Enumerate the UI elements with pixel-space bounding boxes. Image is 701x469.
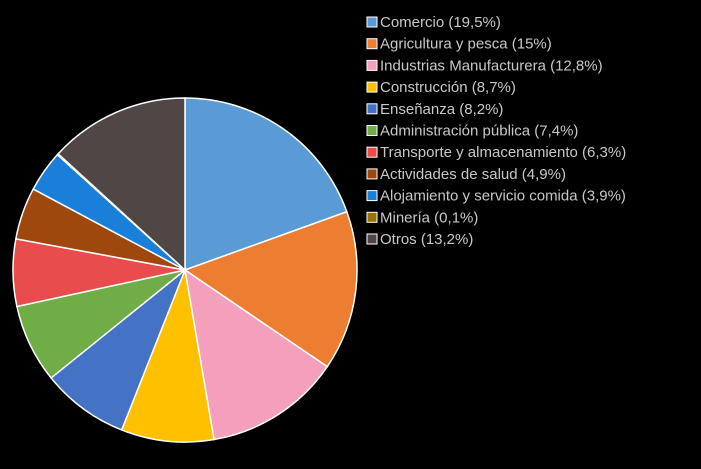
legend-swatch <box>366 168 378 180</box>
pie-slice <box>184 97 348 272</box>
legend-label: Construcción (8,7%) <box>380 79 516 96</box>
pie-slice <box>183 210 358 368</box>
legend-label: Agricultura y pesca (15%) <box>380 36 552 53</box>
legend-label: Otros (13,2%) <box>380 231 473 248</box>
legend-swatch <box>366 59 378 71</box>
legend-label: Enseñanza (8,2%) <box>380 101 503 118</box>
legend-label: Alojamiento y servicio comida (3,9%) <box>380 188 626 205</box>
pie-slice <box>183 268 329 441</box>
legend-label: Comercio (19,5%) <box>380 14 501 31</box>
legend-swatch <box>366 81 378 93</box>
legend-label: Administración pública (7,4%) <box>380 122 578 139</box>
legend-swatch <box>366 211 378 223</box>
legend-label: Transporte y almacenamiento (6,3%) <box>380 144 626 161</box>
legend-label: Industrias Manufacturera (12,8%) <box>380 57 603 74</box>
pie-slice <box>50 267 187 431</box>
legend-swatch <box>366 233 378 245</box>
legend-label: Actividades de salud (4,9%) <box>380 166 566 183</box>
legend-swatch <box>366 125 378 136</box>
legend-swatch <box>366 38 378 50</box>
legend-swatch <box>366 16 378 28</box>
pie-slice <box>57 97 186 272</box>
legend-swatch <box>366 103 378 115</box>
legend-swatch <box>366 146 378 158</box>
pie-slice <box>120 267 215 443</box>
legend-label: Minería (0,1%) <box>380 209 478 226</box>
legend-swatch <box>366 190 378 202</box>
